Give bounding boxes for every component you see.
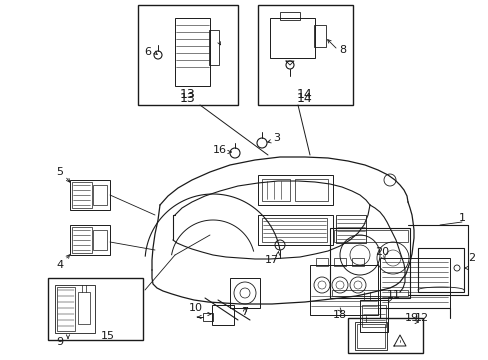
Bar (78, 292, 90, 324)
Bar (262, 179, 289, 201)
Text: 12: 12 (414, 313, 428, 323)
Bar (70, 180, 110, 210)
Text: 13: 13 (180, 91, 196, 104)
Bar (269, 18, 314, 58)
Bar (359, 300, 387, 332)
Text: 15: 15 (101, 331, 115, 341)
Text: 2: 2 (468, 253, 475, 263)
Bar (417, 248, 463, 292)
Text: 7: 7 (241, 307, 248, 317)
Bar (258, 175, 332, 205)
Text: 14: 14 (297, 87, 312, 100)
Text: 16: 16 (213, 145, 226, 155)
Text: 9: 9 (56, 337, 63, 347)
Bar (379, 258, 449, 308)
Bar (313, 25, 325, 47)
Bar (72, 182, 92, 208)
Text: 11: 11 (386, 290, 400, 300)
Bar (93, 185, 107, 205)
Bar (262, 218, 326, 242)
Bar (203, 313, 213, 321)
Bar (138, 5, 238, 105)
Bar (208, 30, 219, 65)
Text: 4: 4 (56, 260, 63, 270)
Bar (335, 215, 365, 243)
Bar (57, 287, 75, 331)
Bar (72, 227, 92, 253)
Bar (93, 230, 107, 250)
Bar (55, 285, 95, 333)
Bar (315, 258, 327, 266)
Text: 5: 5 (57, 167, 63, 177)
Text: 10: 10 (189, 303, 203, 313)
Text: 6: 6 (144, 47, 151, 57)
Bar (258, 215, 332, 245)
Bar (48, 278, 142, 340)
Bar (294, 179, 327, 201)
Bar (356, 324, 384, 348)
Bar (347, 318, 422, 353)
Bar (331, 290, 407, 296)
Text: 17: 17 (264, 255, 279, 265)
Bar (361, 305, 385, 327)
Bar (309, 265, 377, 315)
Bar (212, 305, 234, 325)
Text: 19: 19 (404, 313, 418, 323)
Text: 18: 18 (332, 310, 346, 320)
Bar (329, 228, 409, 298)
Bar (258, 5, 352, 105)
Bar (354, 322, 386, 350)
Bar (229, 278, 260, 308)
Text: 13: 13 (180, 87, 196, 100)
Bar (351, 258, 363, 266)
Bar (333, 258, 346, 266)
Text: 8: 8 (339, 45, 346, 55)
Bar (280, 12, 299, 20)
Text: 3: 3 (273, 133, 280, 143)
Text: 20: 20 (374, 247, 388, 257)
Bar (70, 225, 110, 255)
Text: 14: 14 (297, 91, 312, 104)
Text: 1: 1 (458, 213, 465, 223)
Bar (175, 18, 209, 86)
Bar (333, 230, 407, 242)
